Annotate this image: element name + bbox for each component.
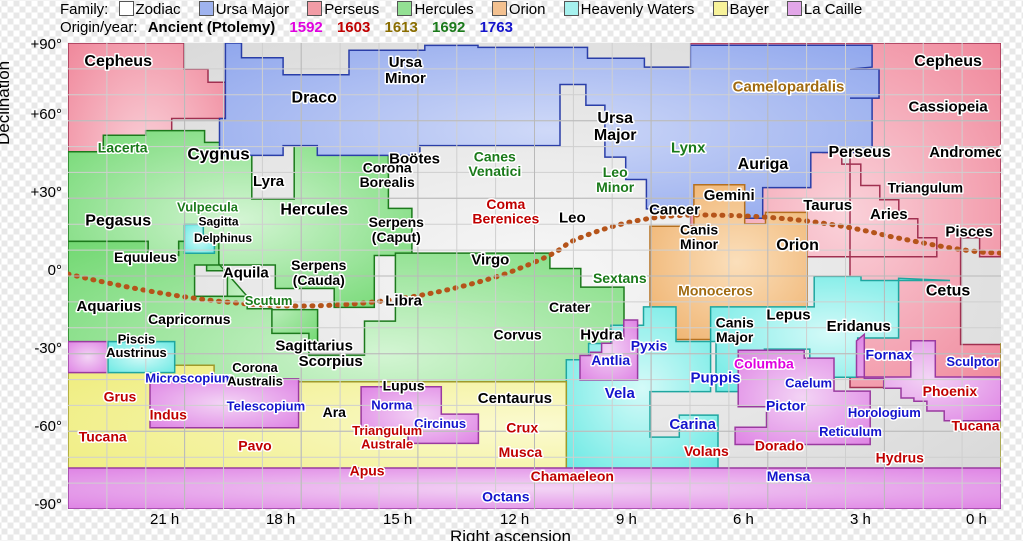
svg-text:Borealis: Borealis	[360, 174, 415, 190]
svg-text:Columba: Columba	[734, 356, 794, 372]
svg-text:Virgo: Virgo	[471, 252, 509, 269]
svg-text:Berenices: Berenices	[472, 211, 539, 227]
svg-text:Cepheus: Cepheus	[84, 53, 152, 70]
svg-text:Sagittarius: Sagittarius	[275, 337, 353, 354]
svg-text:Pegasus: Pegasus	[85, 212, 151, 229]
svg-text:Volans: Volans	[684, 443, 729, 459]
svg-text:Draco: Draco	[292, 89, 338, 106]
svg-text:Grus: Grus	[104, 388, 137, 404]
svg-text:Austrinus: Austrinus	[106, 345, 167, 360]
svg-text:Vela: Vela	[605, 385, 636, 402]
svg-text:Serpens: Serpens	[369, 214, 424, 230]
svg-text:Corvus: Corvus	[493, 326, 541, 342]
svg-text:Horologium: Horologium	[848, 405, 921, 420]
svg-text:Equuleus: Equuleus	[114, 249, 177, 265]
svg-text:Scutum: Scutum	[245, 293, 293, 308]
svg-text:Vulpecula: Vulpecula	[177, 200, 239, 215]
svg-text:Coma: Coma	[486, 196, 525, 212]
svg-text:Taurus: Taurus	[803, 197, 852, 214]
svg-text:Leo: Leo	[559, 210, 586, 227]
svg-text:Minor: Minor	[680, 236, 719, 252]
svg-text:Ursa: Ursa	[389, 54, 423, 71]
svg-text:Serpens: Serpens	[291, 257, 346, 273]
svg-text:(Caput): (Caput)	[372, 229, 421, 245]
svg-text:Cetus: Cetus	[926, 283, 971, 300]
svg-text:Scorpius: Scorpius	[299, 353, 363, 370]
svg-text:Aquarius: Aquarius	[76, 298, 141, 315]
svg-text:Major: Major	[716, 329, 754, 345]
svg-text:Major: Major	[594, 127, 637, 144]
svg-text:Canis: Canis	[680, 222, 718, 238]
svg-text:Australis: Australis	[227, 373, 283, 388]
svg-text:Musca: Musca	[499, 444, 543, 460]
svg-text:Aquila: Aquila	[223, 264, 269, 281]
svg-text:Sagitta: Sagitta	[198, 214, 238, 228]
svg-text:Ursa: Ursa	[597, 110, 633, 127]
svg-text:Canis: Canis	[716, 314, 754, 330]
svg-text:Dorado: Dorado	[755, 438, 804, 454]
svg-text:Triangulum: Triangulum	[888, 180, 963, 196]
svg-text:Fornax: Fornax	[865, 347, 912, 363]
svg-text:Antlia: Antlia	[591, 352, 630, 368]
svg-text:Sextans: Sextans	[593, 270, 647, 286]
svg-text:Pavo: Pavo	[238, 438, 271, 454]
svg-text:Minor: Minor	[385, 70, 426, 87]
svg-text:Sculptor: Sculptor	[946, 354, 999, 369]
svg-text:Hercules: Hercules	[280, 202, 348, 219]
svg-text:Canes: Canes	[474, 149, 516, 165]
svg-text:Cancer: Cancer	[649, 202, 700, 219]
svg-text:Venatici: Venatici	[468, 163, 521, 179]
svg-text:Minor: Minor	[596, 179, 635, 195]
svg-text:Centaurus: Centaurus	[478, 390, 552, 407]
svg-text:Phoenix: Phoenix	[923, 383, 978, 399]
svg-text:Caelum: Caelum	[785, 376, 832, 391]
svg-text:Leo: Leo	[603, 164, 628, 180]
svg-text:Lepus: Lepus	[766, 306, 810, 323]
svg-text:Tucana: Tucana	[79, 429, 127, 445]
svg-text:Norma: Norma	[371, 398, 413, 413]
svg-text:Lyra: Lyra	[253, 173, 285, 190]
svg-text:Hydrus: Hydrus	[876, 450, 924, 466]
svg-text:Lynx: Lynx	[671, 139, 706, 156]
svg-text:Pisces: Pisces	[945, 223, 993, 240]
svg-text:Octans: Octans	[482, 489, 530, 505]
svg-text:Corona: Corona	[363, 160, 412, 176]
svg-text:Crater: Crater	[549, 299, 591, 315]
svg-text:Cepheus: Cepheus	[914, 53, 982, 70]
svg-text:Auriga: Auriga	[738, 156, 789, 173]
svg-text:Delphinus: Delphinus	[194, 231, 252, 245]
svg-text:Ara: Ara	[323, 404, 347, 420]
svg-text:Perseus: Perseus	[828, 144, 890, 161]
svg-text:Gemini: Gemini	[704, 187, 755, 204]
svg-text:Pyxis: Pyxis	[631, 337, 668, 353]
svg-text:Telescopium: Telescopium	[227, 399, 306, 414]
svg-text:Cassiopeia: Cassiopeia	[908, 98, 988, 115]
svg-text:Chamaeleon: Chamaeleon	[531, 468, 614, 484]
svg-text:Mensa: Mensa	[767, 468, 811, 484]
svg-text:Camelopardalis: Camelopardalis	[733, 78, 845, 95]
svg-text:Cygnus: Cygnus	[187, 145, 249, 164]
svg-text:Lacerta: Lacerta	[98, 139, 148, 155]
svg-text:(Cauda): (Cauda)	[293, 272, 345, 288]
svg-text:Lupus: Lupus	[383, 378, 425, 394]
svg-text:Andromeda: Andromeda	[929, 144, 1001, 161]
svg-text:Hydra: Hydra	[580, 326, 623, 343]
svg-text:Reticulum: Reticulum	[819, 424, 882, 439]
svg-text:Pictor: Pictor	[766, 398, 806, 414]
svg-text:Tucana: Tucana	[952, 418, 1000, 434]
svg-text:Microscopium: Microscopium	[145, 370, 233, 385]
svg-text:Puppis: Puppis	[690, 369, 740, 386]
svg-text:Apus: Apus	[350, 462, 385, 478]
svg-text:Aries: Aries	[870, 206, 908, 223]
svg-text:Libra: Libra	[385, 293, 422, 310]
svg-text:Monoceros: Monoceros	[678, 283, 753, 299]
svg-text:Australe: Australe	[361, 436, 413, 451]
svg-text:Carina: Carina	[669, 416, 716, 433]
svg-text:Indus: Indus	[150, 407, 188, 423]
svg-text:Crux: Crux	[506, 419, 538, 435]
svg-text:Capricornus: Capricornus	[148, 311, 231, 327]
svg-text:Orion: Orion	[776, 237, 819, 254]
svg-text:Eridanus: Eridanus	[827, 318, 891, 335]
